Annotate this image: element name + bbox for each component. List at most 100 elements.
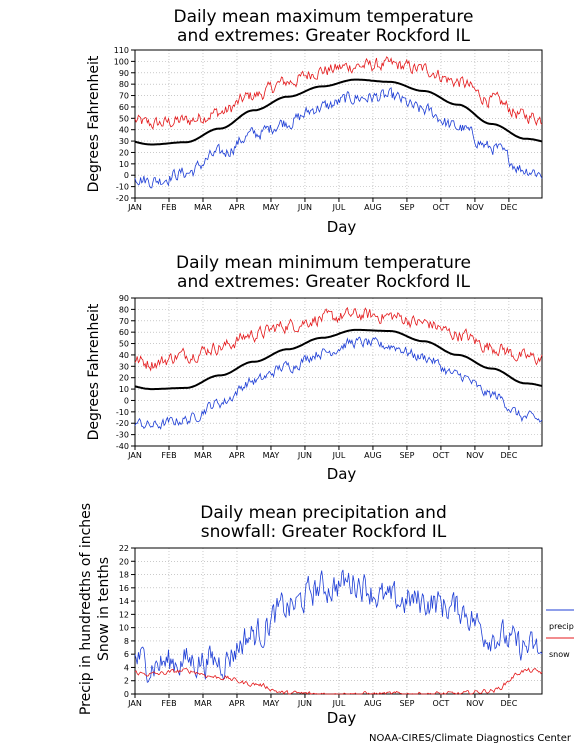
y-tick-label: 70 — [119, 317, 129, 326]
legend: precip snow — [546, 609, 574, 659]
series-line-mean — [134, 328, 543, 391]
chart-title-line: snowfall: Greater Rockford IL — [201, 522, 447, 542]
series-line-snow — [134, 667, 543, 695]
x-tick-label: APR — [229, 699, 245, 708]
x-tick-label: FEB — [161, 699, 176, 708]
y-tick-label: 20 — [119, 374, 129, 383]
y-tick-label: 60 — [119, 103, 129, 112]
legend-label-precip: precip — [549, 622, 574, 631]
y-tick-label: -10 — [116, 183, 129, 192]
x-tick-label: NOV — [466, 203, 484, 212]
x-tick-label: DEC — [500, 699, 517, 708]
y-tick-label: -20 — [116, 194, 129, 203]
y-axis-label: Degrees Fahrenheit — [86, 303, 102, 440]
x-tick-label: JAN — [127, 699, 142, 708]
x-tick-label: AUG — [364, 203, 382, 212]
x-tick-label: JUN — [297, 699, 312, 708]
y-tick-label: 18 — [119, 571, 129, 580]
x-tick-label: MAR — [194, 699, 212, 708]
y-tick-label: -40 — [116, 442, 129, 451]
plot-frame — [134, 297, 543, 447]
x-tick-label: OCT — [433, 451, 450, 460]
chart-title-line: and extremes: Greater Rockford IL — [177, 26, 470, 46]
x-axis-label: Day — [327, 218, 357, 236]
x-tick-label: SEP — [399, 451, 414, 460]
x-tick-label: JAN — [127, 451, 142, 460]
y-tick-label: -20 — [116, 419, 129, 428]
x-tick-label: APR — [229, 203, 245, 212]
y-tick-label: 22 — [119, 544, 129, 553]
y-tick-label: 30 — [119, 137, 129, 146]
y-tick-label: 20 — [119, 557, 129, 566]
series-line-min — [134, 336, 543, 430]
plot-frame — [134, 547, 543, 695]
x-tick-label: MAY — [263, 203, 280, 212]
y-tick-label: 16 — [119, 584, 129, 593]
y-tick-label: 0 — [124, 396, 129, 405]
y-tick-label: 90 — [119, 294, 129, 303]
x-tick-label: MAY — [263, 451, 280, 460]
y-tick-label: 70 — [119, 92, 129, 101]
plot-frame — [134, 49, 543, 199]
x-tick-label: OCT — [433, 203, 450, 212]
x-axis-label: Day — [327, 465, 357, 483]
y-tick-label: 50 — [119, 114, 129, 123]
x-tick-label: SEP — [399, 699, 414, 708]
y-tick-label: 20 — [119, 148, 129, 157]
y-tick-label: 2 — [124, 677, 129, 686]
chart-title-line: Daily mean maximum temperature — [174, 7, 474, 27]
x-tick-label: JUN — [297, 451, 312, 460]
y-tick-label: 80 — [119, 305, 129, 314]
credit-text: NOAA-CIRES/Climate Diagnostics Center — [369, 733, 572, 744]
y-tick-label: 90 — [119, 69, 129, 78]
y-tick-label: 100 — [114, 57, 129, 66]
y-tick-label: 8 — [124, 637, 129, 646]
x-tick-label: NOV — [466, 451, 484, 460]
y-axis-label-line: Snow in tenths — [96, 557, 112, 661]
x-tick-label: AUG — [364, 451, 382, 460]
x-tick-label: MAR — [194, 203, 212, 212]
series-line-max — [134, 56, 543, 130]
y-tick-label: 10 — [119, 160, 129, 169]
y-axis-label-line: Precip in hundredths of inches — [78, 503, 94, 715]
x-tick-label: OCT — [433, 699, 450, 708]
x-tick-label: FEB — [161, 203, 176, 212]
y-tick-label: 50 — [119, 340, 129, 349]
y-axis-label: Degrees Fahrenheit — [86, 55, 102, 192]
x-tick-label: JAN — [127, 203, 142, 212]
x-tick-label: JUL — [332, 203, 346, 212]
x-tick-label: DEC — [500, 451, 517, 460]
y-tick-label: 30 — [119, 362, 129, 371]
series-line-precip — [134, 569, 543, 683]
chart-title-line: and extremes: Greater Rockford IL — [177, 272, 470, 292]
x-tick-label: JUL — [332, 451, 346, 460]
y-tick-label: 60 — [119, 328, 129, 337]
x-tick-label: DEC — [500, 203, 517, 212]
chart-title-line: Daily mean minimum temperature — [176, 253, 471, 273]
y-tick-label: 12 — [119, 610, 129, 619]
y-tick-label: -30 — [116, 431, 129, 440]
x-tick-label: SEP — [399, 203, 414, 212]
series-line-mean — [134, 78, 543, 146]
y-tick-label: 10 — [119, 624, 129, 633]
y-tick-label: 10 — [119, 385, 129, 394]
x-tick-label: JUN — [297, 203, 312, 212]
x-tick-label: APR — [229, 451, 245, 460]
series-line-max — [134, 306, 543, 372]
x-tick-label: NOV — [466, 699, 484, 708]
y-tick-label: 0 — [124, 171, 129, 180]
x-tick-label: AUG — [364, 699, 382, 708]
x-tick-label: JUL — [332, 699, 346, 708]
y-tick-label: 6 — [124, 650, 129, 659]
grid — [134, 297, 542, 447]
series-line-min — [134, 87, 543, 189]
y-tick-label: 110 — [114, 46, 129, 55]
x-tick-label: MAR — [194, 451, 212, 460]
legend-label-snow: snow — [549, 650, 570, 659]
y-tick-label: 14 — [119, 597, 129, 606]
y-tick-label: 40 — [119, 126, 129, 135]
y-tick-label: 0 — [124, 690, 129, 699]
